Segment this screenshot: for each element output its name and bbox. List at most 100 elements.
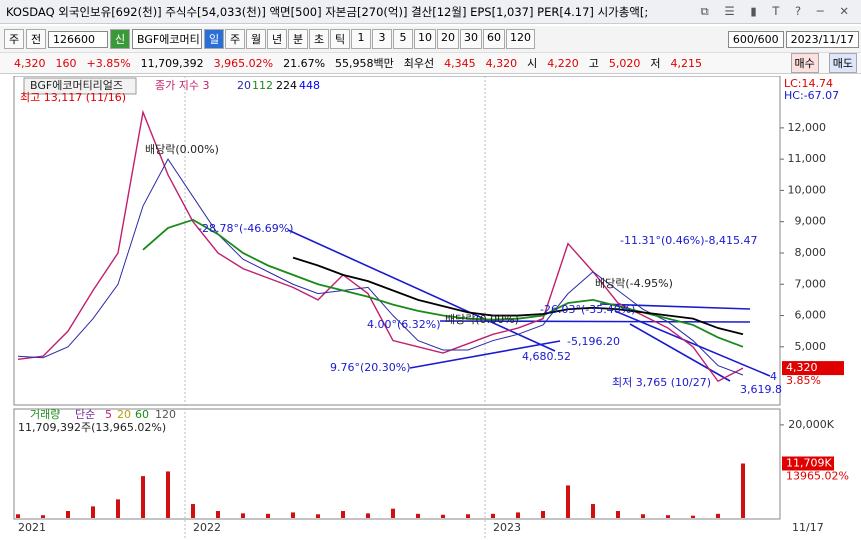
annotation: 4.00°(6.32%): [367, 318, 441, 331]
volume-bar: [316, 514, 320, 518]
volume-legend: 단순: [75, 408, 95, 421]
volume-bar: [641, 514, 645, 518]
period-button[interactable]: 120: [506, 29, 535, 49]
current-price-tag: [782, 361, 844, 376]
period-button[interactable]: 10: [414, 29, 436, 49]
period-button[interactable]: 틱: [330, 29, 350, 49]
period-button[interactable]: 분: [288, 29, 308, 49]
y-tick-label: 10,000: [788, 183, 827, 196]
chart: 5,000 6,000 7,000 8,000 9,000 10,000 11,000 12,…: [13, 76, 849, 540]
window-icons[interactable]: ⧉ ☰ ▮ T ? ─ ✕: [700, 4, 855, 18]
volume-bar: [266, 513, 270, 518]
x-last-date: 11/17: [792, 521, 824, 534]
volume-rate: 3,965.02%: [213, 56, 274, 70]
y-tick-label: 9,000: [795, 215, 827, 228]
volume-bar: [391, 508, 395, 518]
annotation: 배당락(0.00%): [445, 313, 519, 326]
lc-label: LC:14.74: [784, 77, 833, 90]
period-button[interactable]: 20: [437, 29, 459, 49]
annotation: 4: [770, 370, 777, 383]
price: 4,320: [14, 56, 46, 70]
open-label: 시: [527, 57, 538, 70]
current-volume-tag: [782, 456, 834, 471]
period-button[interactable]: 초: [309, 29, 329, 49]
series-line: [292, 256, 744, 336]
x-tick-label: 2021: [18, 521, 46, 534]
market-select[interactable]: 주: [4, 29, 24, 49]
badge: 신: [110, 29, 130, 49]
annotation: 3,619.8: [740, 383, 782, 396]
period-button[interactable]: 주: [225, 29, 245, 49]
volume-legend: 60: [135, 408, 149, 421]
volume-bar: [491, 513, 495, 518]
volume-bar: [516, 512, 520, 518]
x-tick-label: 2022: [193, 521, 221, 534]
legend-entry: 112: [252, 79, 273, 92]
trend-lines: [287, 229, 771, 382]
low: 4,215: [670, 56, 703, 70]
volume-bar: [141, 476, 145, 518]
volume-bar: [116, 499, 120, 518]
current-volume: 11,709K: [786, 456, 832, 469]
volume-bar: [741, 463, 745, 518]
buy-button[interactable]: 매수: [790, 53, 819, 73]
legend-entry: 20: [237, 79, 251, 92]
bid: 4,320: [485, 56, 518, 70]
ask: 4,345: [444, 56, 476, 70]
turnover: 21.67%: [283, 56, 326, 70]
volume-subtitle: 11,709,392주(13,965.02%): [18, 421, 166, 434]
volume-bar: [291, 512, 295, 518]
period-button[interactable]: 3: [372, 29, 392, 49]
volume-bar: [416, 513, 420, 518]
low-label: 저: [650, 57, 661, 70]
volume-bar: [66, 511, 70, 518]
annotation: -5,196.20: [567, 335, 620, 348]
period-button[interactable]: 월: [246, 29, 266, 49]
volume-bar: [591, 504, 595, 518]
date[interactable]: 2023/11/17: [785, 30, 859, 48]
annotation: 배당락(-4.95%): [595, 277, 673, 290]
annotation: 최저 3,765 (10/27): [612, 376, 711, 389]
period-button[interactable]: 5: [393, 29, 413, 49]
chart-title: BGF에코머티리얼즈: [30, 78, 123, 92]
annotation: 4,680.52: [522, 350, 571, 363]
volume-legend: 120: [155, 408, 176, 421]
title-bar: KOSDAQ 외국인보유[692(천)] 주식수[54,033(천)] 액면[5…: [0, 0, 861, 24]
volume-bar: [341, 511, 345, 518]
high-label: 고: [588, 57, 599, 70]
legend-entry: 448: [299, 79, 320, 92]
y-tick-label: 6,000: [795, 309, 827, 322]
volume-bar: [441, 514, 445, 518]
price-pane: [13, 76, 781, 406]
scope-select[interactable]: 전: [26, 29, 46, 49]
period-button[interactable]: 1: [351, 29, 371, 49]
volume-title: 거래량: [30, 408, 60, 421]
toolbar: 주 전 126600 신 BGF에코머티 일 주 월 년 분 초 틱 1 3 5 10 20 30 60 1…: [0, 26, 861, 52]
annotation: 최고 13,117 (11/16): [20, 91, 126, 104]
current-rate: 3.85%: [786, 374, 821, 387]
open: 4,220: [547, 56, 579, 70]
y-tick-label: 5,000: [795, 340, 827, 353]
y-tick-label: 12,000: [788, 121, 827, 134]
period-button[interactable]: 년: [267, 29, 287, 49]
count[interactable]: 600/600: [727, 30, 784, 48]
volume-bar: [566, 485, 570, 518]
period-button[interactable]: 일: [204, 29, 224, 49]
sell-button[interactable]: 매도: [828, 53, 857, 73]
volume-bar: [91, 506, 95, 518]
y-tick-label: 8,000: [795, 246, 827, 259]
annotation: -26.03°(-35.40%): [540, 303, 635, 316]
annotation: 배당락(0.00%): [145, 143, 219, 156]
volume-bar: [191, 504, 195, 518]
legend-entry: 224: [276, 79, 297, 92]
period-button[interactable]: 30: [460, 29, 482, 49]
period-button[interactable]: 60: [483, 29, 505, 49]
volume-bar: [216, 511, 220, 518]
volume-bar: [466, 514, 470, 518]
high: 5,020: [608, 56, 641, 70]
annotation: -11.31°(0.46%)-8,415.47: [620, 234, 757, 247]
current-volume-rate: 13965.02%: [786, 469, 849, 482]
legend-entry: 종가 지수 3: [155, 79, 209, 92]
code-input[interactable]: 126600: [48, 30, 108, 48]
